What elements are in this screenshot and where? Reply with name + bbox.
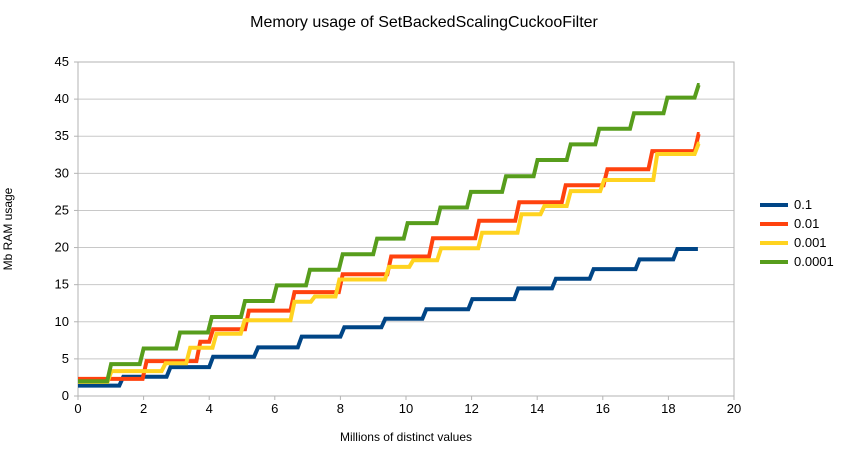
legend: 0.1 0.01 0.001 0.0001 xyxy=(760,197,834,269)
y-tick-label: 25 xyxy=(55,202,69,217)
y-tick-label: 40 xyxy=(55,91,69,106)
series-line-0.0001 xyxy=(78,83,701,384)
legend-item-0.001: 0.001 xyxy=(760,235,834,250)
y-axis-title: Mb RAM usage xyxy=(1,187,15,271)
x-tick-label: 12 xyxy=(464,401,478,416)
x-axis-title: Millions of distinct values xyxy=(339,430,473,444)
series-line-0.1 xyxy=(78,247,698,388)
legend-swatch xyxy=(760,259,788,264)
legend-swatch xyxy=(760,221,788,226)
legend-item-0.1: 0.1 xyxy=(760,197,834,212)
y-tick-label: 5 xyxy=(62,351,69,366)
series-line-0.001 xyxy=(78,141,701,384)
legend-label: 0.001 xyxy=(794,235,827,250)
legend-label: 0.0001 xyxy=(794,254,834,269)
legend-label: 0.01 xyxy=(794,216,820,231)
legend-item-0.0001: 0.0001 xyxy=(760,254,834,269)
y-tick-label: 30 xyxy=(55,165,69,180)
y-tick-label: 35 xyxy=(55,128,69,143)
x-tick-label: 8 xyxy=(337,401,344,416)
y-tick-label: 10 xyxy=(55,314,69,329)
y-tick-label: 20 xyxy=(55,240,69,255)
y-tick-label: 0 xyxy=(62,388,69,403)
x-tick-label: 6 xyxy=(271,401,278,416)
x-tick-label: 4 xyxy=(206,401,213,416)
legend-label: 0.1 xyxy=(794,197,813,212)
y-tick-label: 15 xyxy=(55,277,69,292)
chart-title: Memory usage of SetBackedScalingCuckooFi… xyxy=(250,14,598,31)
x-tick-label: 18 xyxy=(661,401,675,416)
x-tick-label: 0 xyxy=(74,401,81,416)
x-tick-label: 20 xyxy=(727,401,741,416)
plot-border xyxy=(77,61,735,397)
legend-swatch xyxy=(760,240,788,245)
y-tick-label: 45 xyxy=(55,54,69,69)
series-line-0.01 xyxy=(78,132,701,381)
x-tick-label: 2 xyxy=(140,401,147,416)
legend-swatch xyxy=(760,202,788,207)
x-tick-label: 10 xyxy=(399,401,413,416)
legend-item-0.01: 0.01 xyxy=(760,216,834,231)
x-tick-label: 14 xyxy=(530,401,544,416)
x-tick-label: 16 xyxy=(596,401,610,416)
